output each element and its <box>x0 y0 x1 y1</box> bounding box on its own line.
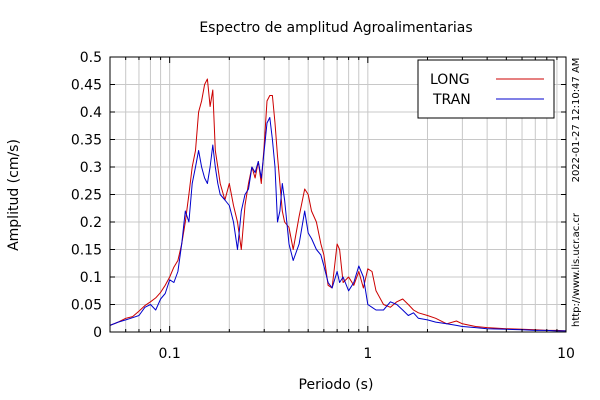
y-tick-label: 0.45 <box>71 78 102 94</box>
y-tick-label: 0.2 <box>80 215 102 231</box>
y-tick-label: 0.1 <box>80 270 102 286</box>
legend-label-tran: TRAN <box>432 92 471 108</box>
y-tick-label: 0.05 <box>71 298 102 314</box>
series-line-tran <box>109 117 566 332</box>
x-tick-label: 10 <box>557 346 575 362</box>
legend-label-long: LONG <box>430 72 470 88</box>
y-tick-label: 0.15 <box>71 243 102 259</box>
y-axis-label: Amplitud (cm/s) <box>6 139 22 251</box>
source-url-label: http://www.lis.ucr.ac.cr <box>571 212 582 327</box>
series-line-long <box>109 78 567 332</box>
y-tick-label: 0.35 <box>71 133 102 149</box>
y-tick-label: 0.5 <box>80 50 102 66</box>
timestamp-label: 2022-01-27 12:10:47 AM <box>571 58 582 183</box>
y-tick-label: 0.4 <box>80 105 102 121</box>
x-axis-label: Periodo (s) <box>299 377 374 393</box>
series-layer <box>109 78 567 332</box>
x-tick-label: 1 <box>363 346 372 362</box>
grid-lines <box>110 57 566 332</box>
y-tick-label: 0 <box>93 325 102 341</box>
y-tick-label: 0.25 <box>71 188 102 204</box>
chart-title: Espectro de amplitud Agroalimentarias <box>199 20 472 36</box>
y-tick-label: 0.3 <box>80 160 102 176</box>
x-tick-label: 0.1 <box>159 346 181 362</box>
axis-ticks: 0 0.05 0.1 0.15 0.2 0.25 0.3 0.35 0.4 0.45 0.5 0.1 1… <box>71 50 575 362</box>
legend: LONG TRAN <box>417 59 555 119</box>
legend-box <box>417 59 555 119</box>
